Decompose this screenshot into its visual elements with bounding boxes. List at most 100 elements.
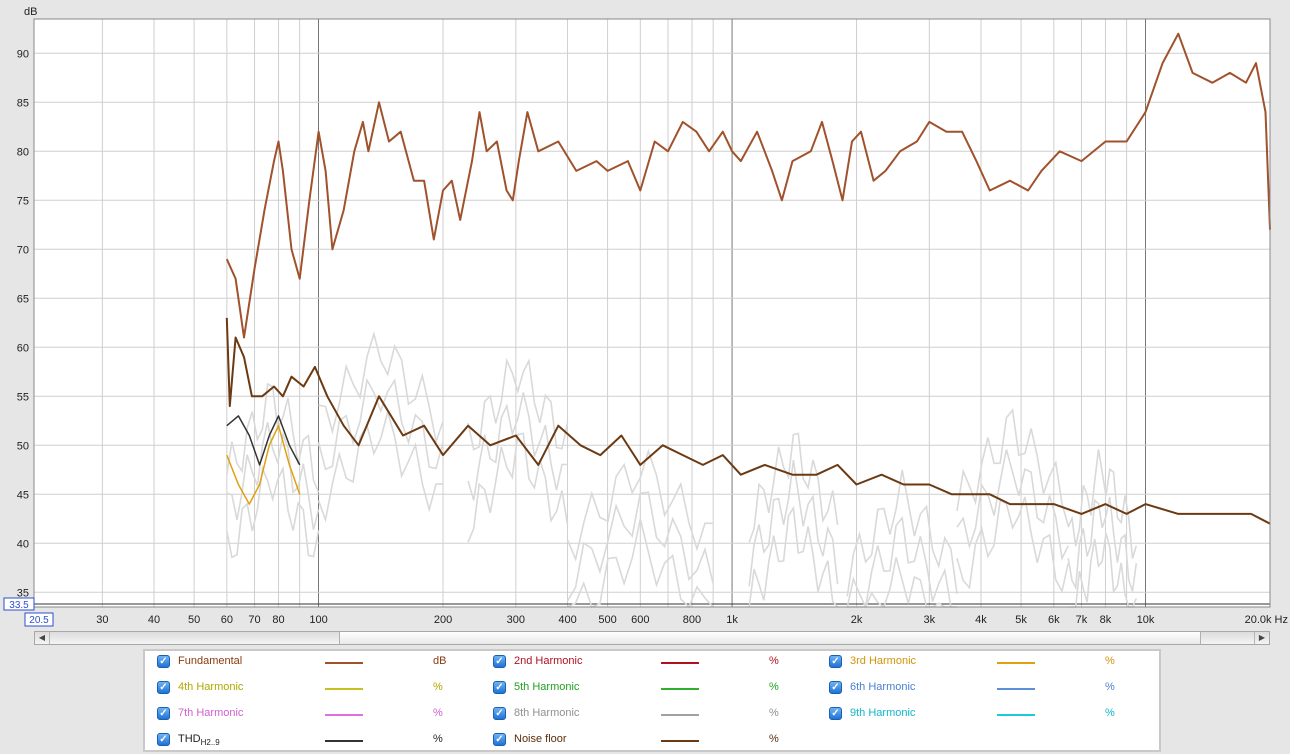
faded-trace	[318, 331, 444, 445]
legend-item-4th-harmonic[interactable]: ✓ 4th Harmonic%	[151, 678, 481, 698]
faded-trace	[956, 496, 1069, 594]
x-tick-label: 20.0k Hz	[1245, 614, 1288, 626]
legend-unit: %	[769, 733, 779, 745]
faded-trace	[956, 449, 1069, 562]
x-tick-label: 30	[96, 614, 108, 626]
x-tick-label: 80	[272, 614, 284, 626]
legend-label: 9th Harmonic	[850, 707, 916, 719]
legend-item-thd[interactable]: ✓ THDH2..9%	[151, 730, 481, 750]
x-tick-label: 10k	[1137, 614, 1155, 626]
y-min-box[interactable]: 33.5	[3, 597, 35, 611]
x-tick-label: 7k	[1076, 614, 1088, 626]
x-tick-label: 1k	[726, 614, 738, 626]
legend-color-swatch	[325, 662, 363, 664]
x-tick-label: 800	[683, 614, 701, 626]
y-tick-label: 45	[17, 489, 29, 501]
legend-item-noise-floor[interactable]: ✓ Noise floor%	[487, 730, 817, 750]
legend-item-5th-harmonic[interactable]: ✓ 5th Harmonic%	[487, 678, 817, 698]
legend-item-6th-harmonic[interactable]: ✓ 6th Harmonic%	[823, 678, 1153, 698]
legend-color-swatch	[325, 714, 363, 716]
scroll-left-arrow-icon[interactable]: ◀	[35, 632, 50, 644]
series-noise-floor	[225, 317, 1271, 525]
y-unit-label: dB	[24, 6, 37, 18]
legend-checkbox[interactable]: ✓	[157, 707, 170, 720]
legend-item-9th-harmonic[interactable]: ✓ 9th Harmonic%	[823, 704, 1153, 724]
legend-unit: %	[433, 681, 443, 693]
legend-item-7th-harmonic[interactable]: ✓ 7th Harmonic%	[151, 704, 481, 724]
y-tick-label: 50	[17, 440, 29, 452]
legend-label: 8th Harmonic	[514, 707, 580, 719]
legend-color-swatch	[997, 714, 1035, 716]
legend-color-swatch	[997, 662, 1035, 664]
scroll-thumb[interactable]	[339, 632, 1201, 644]
y-tick-label: 75	[17, 195, 29, 207]
legend-color-swatch	[997, 688, 1035, 690]
legend-item-3rd-harmonic[interactable]: ✓ 3rd Harmonic%	[823, 652, 1153, 672]
legend-checkbox[interactable]: ✓	[493, 733, 506, 746]
legend-unit: %	[769, 655, 779, 667]
distortion-chart: 35 40 45 50 55 60 65 70 75 80 85 90 30 40 50 60 70 80 100…	[3, 6, 1288, 627]
faded-trace	[1068, 533, 1138, 608]
x-min-box[interactable]: 20.5	[24, 612, 54, 627]
legend-unit: %	[1105, 655, 1115, 667]
legend-checkbox[interactable]: ✓	[493, 707, 506, 720]
faded-trace	[748, 460, 839, 587]
faded-trace	[846, 469, 958, 597]
legend-checkbox[interactable]: ✓	[157, 655, 170, 668]
x-tick-label: 40	[148, 614, 160, 626]
y-min-label: 33.5	[9, 600, 29, 611]
x-tick-label: 5k	[1015, 614, 1027, 626]
legend-unit: %	[769, 707, 779, 719]
faded-trace	[1067, 496, 1138, 592]
legend-checkbox[interactable]: ✓	[493, 681, 506, 694]
x-tick-label: 600	[631, 614, 649, 626]
legend-checkbox[interactable]: ✓	[829, 681, 842, 694]
x-tick-label: 300	[507, 614, 525, 626]
legend-label: Fundamental	[178, 655, 243, 667]
legend-checkbox[interactable]: ✓	[829, 707, 842, 720]
faded-trace	[1067, 449, 1138, 559]
legend-label: THDH2..9	[178, 733, 220, 748]
x-axis: 30 40 50 60 70 80 100 200 300 400 500 600 800 1k 2k 3k 4…	[96, 614, 1288, 626]
faded-trace	[467, 357, 569, 451]
legend-checkbox[interactable]: ✓	[829, 655, 842, 668]
legend-item-fundamental[interactable]: ✓ Fundamental dB	[151, 652, 481, 672]
horizontal-scrollbar[interactable]: ◀ ▶	[34, 631, 1270, 645]
plot-border	[33, 18, 1271, 608]
y-tick-label: 80	[17, 146, 29, 158]
faded-trace	[566, 448, 714, 562]
x-tick-label: 400	[558, 614, 576, 626]
faded-trace	[467, 392, 568, 501]
legend-unit: %	[433, 707, 443, 719]
legend-item-2nd-harmonic[interactable]: ✓ 2nd Harmonic%	[487, 652, 817, 672]
y-tick-label: 35	[17, 587, 29, 599]
y-tick-label: 90	[17, 48, 29, 60]
faded-trace	[956, 408, 1069, 527]
legend-unit: %	[1105, 681, 1115, 693]
y-tick-label: 60	[17, 342, 29, 354]
x-tick-label: 200	[434, 614, 452, 626]
legend-label: 6th Harmonic	[850, 681, 916, 693]
legend-checkbox[interactable]: ✓	[157, 681, 170, 694]
y-tick-label: 85	[17, 97, 29, 109]
series-traces	[225, 32, 1271, 525]
x-tick-label: 50	[188, 614, 200, 626]
x-tick-label: 70	[248, 614, 260, 626]
legend-unit: %	[433, 733, 443, 745]
legend-color-swatch	[661, 688, 699, 690]
series-fundamental	[225, 32, 1271, 339]
legend-color-swatch	[661, 714, 699, 716]
x-tick-label: 60	[221, 614, 233, 626]
legend-checkbox[interactable]: ✓	[157, 733, 170, 746]
legend-checkbox[interactable]: ✓	[493, 655, 506, 668]
faded-trace	[317, 408, 444, 523]
legend-item-8th-harmonic[interactable]: ✓ 8th Harmonic%	[487, 704, 817, 724]
x-tick-label: 3k	[924, 614, 936, 626]
x-tick-label: 8k	[1100, 614, 1112, 626]
scroll-right-arrow-icon[interactable]: ▶	[1254, 632, 1269, 644]
series-thd	[226, 415, 301, 466]
legend-unit: %	[769, 681, 779, 693]
x-tick-label: 100	[309, 614, 327, 626]
faded-trace	[317, 377, 444, 471]
x-min-label: 20.5	[29, 615, 49, 626]
